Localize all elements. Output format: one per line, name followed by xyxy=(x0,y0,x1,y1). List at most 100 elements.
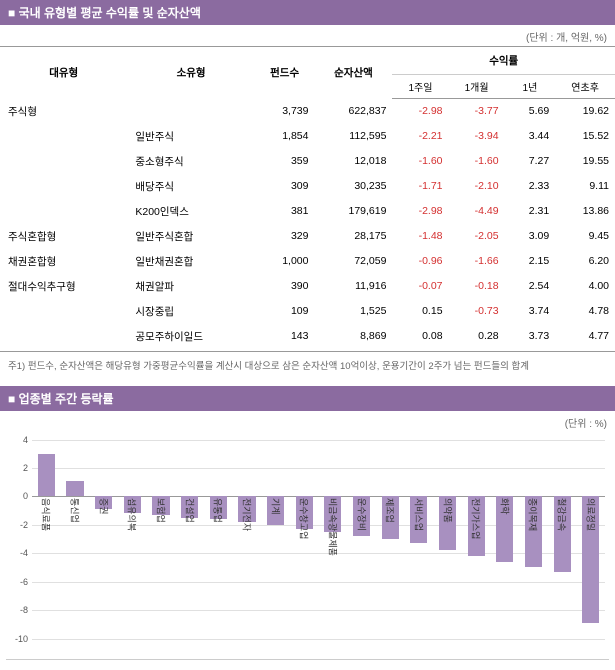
table-cell: 13.86 xyxy=(555,199,615,224)
table-cell: 시장중립 xyxy=(127,299,254,324)
bar-label: 운수장비 xyxy=(355,498,368,531)
bar-label: 의료정밀 xyxy=(584,498,597,531)
table-cell: 3.73 xyxy=(505,324,556,349)
table-cell: 1,525 xyxy=(314,299,392,324)
th-funds: 펀드수 xyxy=(255,47,315,99)
table-cell: 109 xyxy=(255,299,315,324)
table-cell: -0.73 xyxy=(449,299,505,324)
table-cell: 3.09 xyxy=(505,224,556,249)
table-row: 주식혼합형일반주식혼합32928,175-1.48-2.053.099.45 xyxy=(0,224,615,249)
bar-label: 음식료품 xyxy=(40,498,53,531)
bar-slot: 건설업 xyxy=(175,440,204,639)
bar-slot: 비금속광물제품 xyxy=(319,440,348,639)
th-sub: 소유형 xyxy=(127,47,254,99)
table-cell: 일반주식 xyxy=(127,124,254,149)
bar-label: 철강금속 xyxy=(556,498,569,531)
bar-label: 의약품 xyxy=(441,498,454,523)
bar-slot: 철강금속 xyxy=(548,440,577,639)
table-cell: 309 xyxy=(255,174,315,199)
bar xyxy=(66,481,83,497)
table-cell: -0.96 xyxy=(392,249,448,274)
table-cell: 12,018 xyxy=(314,149,392,174)
table-cell: -1.71 xyxy=(392,174,448,199)
table-row: 배당주식30930,235-1.71-2.102.339.11 xyxy=(0,174,615,199)
bar-label: 운수창고업 xyxy=(298,498,311,539)
table-cell: 1,000 xyxy=(255,249,315,274)
bar-slot: 의료정밀 xyxy=(576,440,605,639)
sector-chart: 420-2-4-6-8-10음식료품통신업증권섬유의복보험업건설업유통업전기전자… xyxy=(0,432,615,670)
table-row: 주식형3,739622,837-2.98-3.775.6919.62 xyxy=(0,99,615,124)
table-cell: 주식혼합형 xyxy=(0,224,127,249)
table-cell: 0.28 xyxy=(449,324,505,349)
table-cell: 112,595 xyxy=(314,124,392,149)
table-cell: 4.78 xyxy=(555,299,615,324)
bar xyxy=(38,454,55,497)
bar-slot: 운수장비 xyxy=(347,440,376,639)
th-1y: 1년 xyxy=(505,75,556,99)
bar-slot: 기계 xyxy=(261,440,290,639)
gridline xyxy=(32,639,605,640)
section2-unit: (단위 : %) xyxy=(0,411,615,432)
table-row: 채권혼합형일반채권혼합1,00072,059-0.96-1.662.156.20 xyxy=(0,249,615,274)
y-tick: 4 xyxy=(23,435,28,445)
bar-slot: 증권 xyxy=(89,440,118,639)
table-cell: 19.55 xyxy=(555,149,615,174)
bar-label: 종이목재 xyxy=(527,498,540,531)
bar-label: 건설업 xyxy=(183,498,196,523)
table-cell: 2.15 xyxy=(505,249,556,274)
table-cell: 4.00 xyxy=(555,274,615,299)
table-cell xyxy=(0,149,127,174)
th-ytd: 연초후 xyxy=(555,75,615,99)
table-cell xyxy=(0,199,127,224)
bar-label: 비금속광물제품 xyxy=(326,498,339,556)
table-row: 절대수익추구형채권알파39011,916-0.07-0.182.544.00 xyxy=(0,274,615,299)
table-cell: 공모주하이일드 xyxy=(127,324,254,349)
table-cell: 381 xyxy=(255,199,315,224)
th-cat: 대유형 xyxy=(0,47,127,99)
table-row: 공모주하이일드1438,8690.080.283.734.77 xyxy=(0,324,615,349)
bar-slot: 화학 xyxy=(491,440,520,639)
table-cell: 3.44 xyxy=(505,124,556,149)
bar-label: 유통업 xyxy=(212,498,225,523)
table-cell: 0.15 xyxy=(392,299,448,324)
table-cell: 2.31 xyxy=(505,199,556,224)
table-cell xyxy=(0,299,127,324)
bar-slot: 전기가스업 xyxy=(462,440,491,639)
bar-slot: 운수창고업 xyxy=(290,440,319,639)
table-cell: 채권혼합형 xyxy=(0,249,127,274)
table-cell: 9.11 xyxy=(555,174,615,199)
table-cell: 329 xyxy=(255,224,315,249)
th-1w: 1주일 xyxy=(392,75,448,99)
bar-slot: 섬유의복 xyxy=(118,440,147,639)
table-cell: 9.45 xyxy=(555,224,615,249)
bar-label: 보험업 xyxy=(154,498,167,523)
table-cell: 배당주식 xyxy=(127,174,254,199)
bar-slot: 종이목재 xyxy=(519,440,548,639)
table-cell: -1.66 xyxy=(449,249,505,274)
th-returns: 수익률 xyxy=(392,47,615,75)
table-cell: 6.20 xyxy=(555,249,615,274)
bar-slot: 전기전자 xyxy=(233,440,262,639)
table-cell: 3.74 xyxy=(505,299,556,324)
table-cell: -0.18 xyxy=(449,274,505,299)
table-cell: 1,854 xyxy=(255,124,315,149)
table-cell: -2.98 xyxy=(392,199,448,224)
bar-label: 증권 xyxy=(97,498,110,515)
table-cell: 4.77 xyxy=(555,324,615,349)
table-cell: 359 xyxy=(255,149,315,174)
table-cell: K200인덱스 xyxy=(127,199,254,224)
bar-slot: 음식료품 xyxy=(32,440,61,639)
table-cell: -1.60 xyxy=(449,149,505,174)
y-tick: 0 xyxy=(23,491,28,501)
table-cell: 143 xyxy=(255,324,315,349)
table-cell: -2.98 xyxy=(392,99,448,124)
table-cell: 19.62 xyxy=(555,99,615,124)
table-cell: 622,837 xyxy=(314,99,392,124)
table-cell: 주식형 xyxy=(0,99,127,124)
table-cell: -1.60 xyxy=(392,149,448,174)
section1-title: ■ 국내 유형별 평균 수익률 및 순자산액 xyxy=(0,0,615,25)
table-cell: 72,059 xyxy=(314,249,392,274)
bar-label: 섬유의복 xyxy=(126,498,139,531)
table-cell: 28,175 xyxy=(314,224,392,249)
table-cell: 11,916 xyxy=(314,274,392,299)
